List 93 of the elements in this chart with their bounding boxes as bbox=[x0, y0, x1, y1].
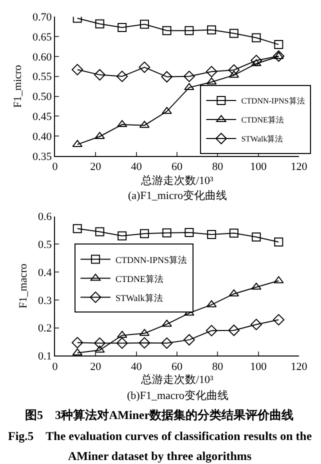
x-tick-label: 0 bbox=[52, 161, 58, 174]
x-tick-label: 60 bbox=[172, 360, 183, 373]
point bbox=[162, 26, 172, 36]
point bbox=[162, 320, 172, 327]
x-tick-label: 120 bbox=[290, 360, 308, 373]
y-tick-label: 0.35 bbox=[32, 150, 52, 163]
x-tick-label: 100 bbox=[250, 161, 268, 174]
y-tick-label: 0.60 bbox=[32, 51, 52, 64]
point bbox=[72, 64, 84, 76]
point bbox=[250, 318, 262, 330]
point bbox=[72, 336, 84, 348]
legend-label: CTDNN-IPNS算法 bbox=[241, 96, 305, 106]
y-tick-label: 0.50 bbox=[32, 91, 52, 104]
point bbox=[72, 348, 82, 356]
point bbox=[95, 227, 104, 236]
y-tick-label: 0.6 bbox=[38, 211, 52, 224]
point bbox=[251, 282, 262, 290]
y-axis-title: F1_macro bbox=[18, 263, 30, 308]
x-tick-label: 0 bbox=[52, 360, 58, 373]
x-tick-label: 20 bbox=[90, 360, 102, 373]
point bbox=[184, 334, 195, 346]
y-tick-label: 0.70 bbox=[32, 12, 52, 24]
text: (b)F1_macro变化曲线 bbox=[127, 389, 228, 402]
y-axis-title: F1_micro bbox=[12, 64, 24, 108]
point bbox=[207, 25, 216, 34]
legend-label: CTDNE算法 bbox=[241, 116, 284, 125]
y-tick-label: 0.65 bbox=[32, 31, 52, 44]
point bbox=[94, 346, 105, 353]
point bbox=[162, 228, 172, 238]
y-tick-label: 0.4 bbox=[38, 266, 52, 279]
caption: 图5 3种算法对AMiner数据集的分类结果评价曲线 bbox=[25, 408, 294, 422]
point bbox=[274, 276, 284, 284]
point bbox=[252, 232, 261, 242]
x-tick-label: 120 bbox=[290, 161, 308, 174]
x-tick-label: 20 bbox=[90, 161, 102, 174]
point bbox=[72, 224, 82, 234]
x-tick-label: 60 bbox=[172, 161, 183, 174]
point bbox=[184, 228, 194, 238]
point bbox=[116, 70, 128, 82]
point bbox=[228, 324, 240, 336]
point bbox=[206, 324, 218, 336]
point bbox=[95, 19, 104, 28]
point bbox=[272, 314, 284, 326]
y-tick-label: 0.3 bbox=[38, 294, 52, 307]
x-tick-label: 100 bbox=[250, 360, 268, 373]
point bbox=[274, 52, 284, 59]
point bbox=[118, 22, 127, 32]
x-tick-label: 40 bbox=[130, 161, 142, 174]
x-tick-label: 80 bbox=[212, 360, 224, 373]
text: (a)F1_micro变化曲线 bbox=[128, 189, 227, 202]
point bbox=[161, 71, 173, 82]
y-tick-label: 0.40 bbox=[32, 130, 52, 143]
x-axis-title: 总游走次数/10³ bbox=[140, 373, 214, 386]
legend-label: STWalk算法 bbox=[116, 292, 163, 303]
point bbox=[272, 50, 284, 62]
point bbox=[116, 337, 128, 349]
point bbox=[72, 140, 82, 147]
point bbox=[118, 231, 127, 240]
y-tick-label: 0.5 bbox=[38, 239, 52, 252]
point bbox=[274, 40, 284, 50]
point bbox=[207, 230, 216, 239]
y-tick-label: 0.2 bbox=[38, 322, 52, 335]
point bbox=[162, 106, 172, 114]
x-tick-label: 80 bbox=[212, 161, 224, 174]
legend-label: STWalk算法 bbox=[241, 134, 284, 144]
point bbox=[250, 54, 262, 66]
point bbox=[140, 20, 149, 29]
legend-label: CTDNN-IPNS算法 bbox=[116, 254, 188, 265]
y-tick-label: 0.55 bbox=[32, 71, 52, 84]
point bbox=[252, 33, 261, 42]
point bbox=[184, 26, 194, 36]
point bbox=[228, 64, 240, 76]
y-tick-label: 0.45 bbox=[32, 111, 52, 124]
point bbox=[161, 337, 173, 349]
point bbox=[229, 228, 238, 238]
point bbox=[184, 83, 194, 90]
y-tick-label: 0.1 bbox=[38, 350, 52, 363]
x-tick-label: 40 bbox=[130, 360, 142, 373]
caption: Fig.5 The evaluation curves of classification results on the bbox=[8, 429, 312, 443]
text: AMiner dataset by three algorithms bbox=[68, 449, 252, 463]
point bbox=[140, 229, 149, 238]
point bbox=[138, 62, 150, 73]
point bbox=[251, 59, 262, 66]
point bbox=[94, 337, 106, 349]
point bbox=[206, 66, 218, 78]
point bbox=[138, 337, 150, 349]
point bbox=[94, 132, 105, 139]
legend-label: CTDNE算法 bbox=[116, 274, 164, 284]
point bbox=[94, 69, 106, 80]
point bbox=[184, 70, 195, 82]
point bbox=[274, 238, 284, 247]
x-axis-title: 总游走次数/10³ bbox=[140, 174, 214, 187]
point bbox=[229, 28, 238, 38]
